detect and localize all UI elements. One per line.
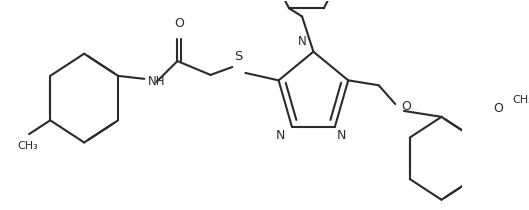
Text: O: O xyxy=(174,17,184,30)
Text: CH₃: CH₃ xyxy=(513,95,529,105)
Text: NH: NH xyxy=(148,75,165,88)
Text: CH₃: CH₃ xyxy=(17,141,38,151)
Text: O: O xyxy=(493,102,503,115)
Text: N: N xyxy=(298,35,306,48)
Text: S: S xyxy=(234,50,243,63)
Text: N: N xyxy=(336,129,346,142)
Text: O: O xyxy=(402,101,411,113)
Text: N: N xyxy=(276,129,285,142)
